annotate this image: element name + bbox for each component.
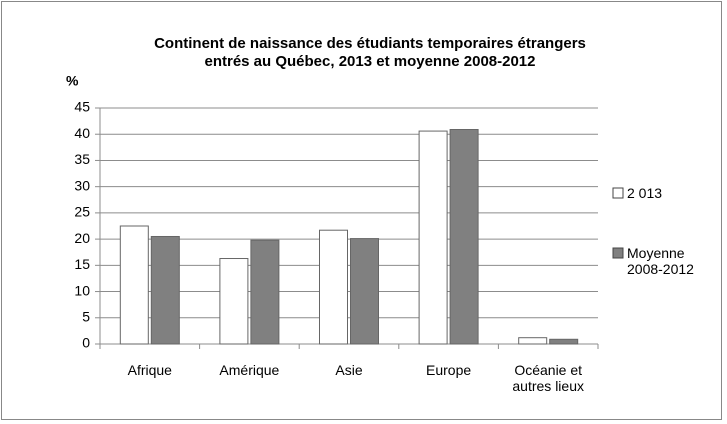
y-tick-label: 45 (74, 99, 90, 115)
y-tick-label: 30 (74, 177, 90, 193)
bar (219, 258, 249, 345)
bar (518, 337, 548, 345)
y-tick-label: 20 (74, 230, 90, 246)
bar (150, 235, 180, 345)
x-tick-label: Océanie et autres lieux (512, 362, 584, 394)
bar (418, 130, 448, 345)
x-tick-label: Europe (426, 362, 472, 378)
y-tick-label: 5 (82, 308, 90, 324)
legend-label: Moyenne 2008-2012 (627, 245, 694, 277)
bar (350, 238, 379, 345)
y-tick-label: 35 (74, 151, 90, 167)
y-tick-label: 0 (82, 335, 90, 351)
x-tick-label: Asie (335, 362, 363, 378)
chart-title: entrés au Québec, 2013 et moyenne 2008-2… (204, 53, 535, 70)
legend-swatch (612, 247, 624, 259)
x-tick-label: Amérique (219, 362, 280, 378)
bar (119, 225, 149, 345)
bar (549, 338, 579, 345)
legend-swatch (612, 187, 624, 199)
y-tick-label: 15 (74, 256, 90, 272)
bar (319, 229, 348, 345)
bar (449, 129, 479, 345)
x-tick-label: Afrique (127, 362, 172, 378)
y-tick-label: 40 (74, 125, 90, 141)
chart-title: Continent de naissance des étudiants tem… (154, 35, 586, 52)
bar (250, 239, 280, 345)
legend-label: 2 013 (627, 185, 663, 201)
y-axis-label: % (66, 73, 79, 89)
y-tick-label: 10 (74, 282, 90, 298)
y-tick-label: 25 (74, 204, 90, 220)
